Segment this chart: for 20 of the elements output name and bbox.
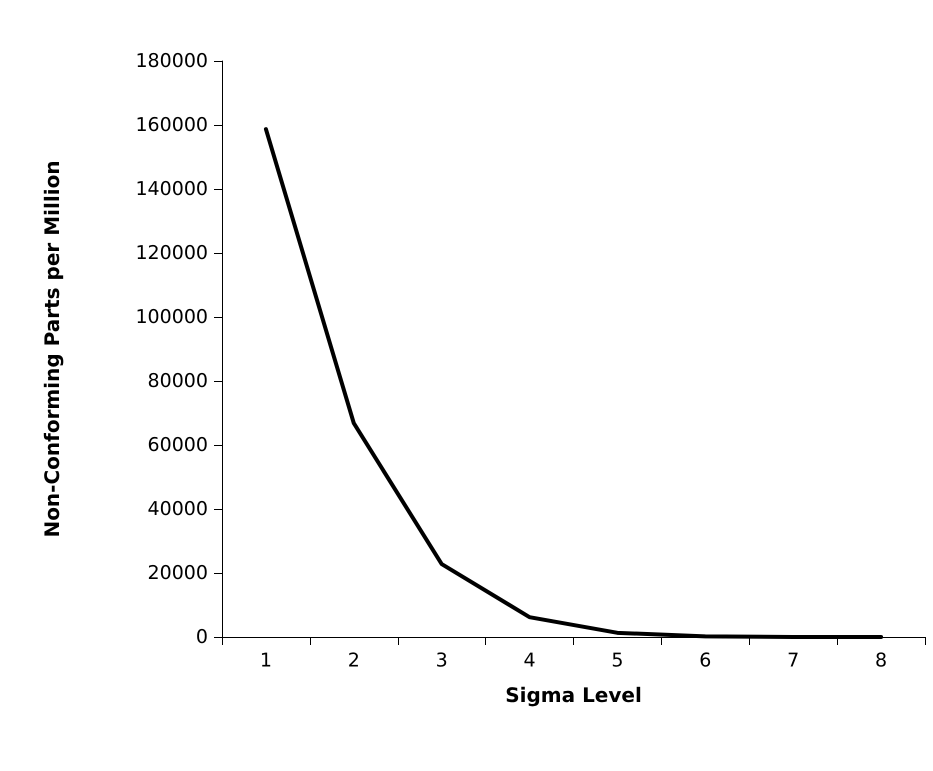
x-tick-label: 5 — [611, 650, 624, 672]
y-tick-label: 60000 — [148, 434, 208, 456]
x-tick-label: 3 — [436, 650, 448, 672]
y-tick-label: 120000 — [135, 242, 208, 264]
y-axis-title: Non-Conforming Parts per Million — [40, 160, 64, 538]
x-axis-title: Sigma Level — [505, 683, 642, 707]
x-tick-label: 7 — [787, 650, 800, 672]
x-tick-label: 6 — [699, 650, 712, 672]
y-tick-label: 140000 — [135, 178, 208, 200]
x-tick-label: 2 — [348, 650, 360, 672]
y-tick-label: 20000 — [148, 562, 208, 584]
y-tick-label: 0 — [196, 626, 208, 648]
y-tick-label: 100000 — [135, 306, 208, 328]
y-tick-label: 160000 — [135, 114, 208, 136]
x-tick-label: 8 — [875, 650, 888, 672]
x-tick-label: 4 — [524, 650, 536, 672]
y-tick-label: 180000 — [135, 50, 208, 72]
x-tick-label: 1 — [260, 650, 272, 672]
y-tick-label: 80000 — [148, 370, 208, 392]
y-tick-label: 40000 — [148, 498, 208, 520]
